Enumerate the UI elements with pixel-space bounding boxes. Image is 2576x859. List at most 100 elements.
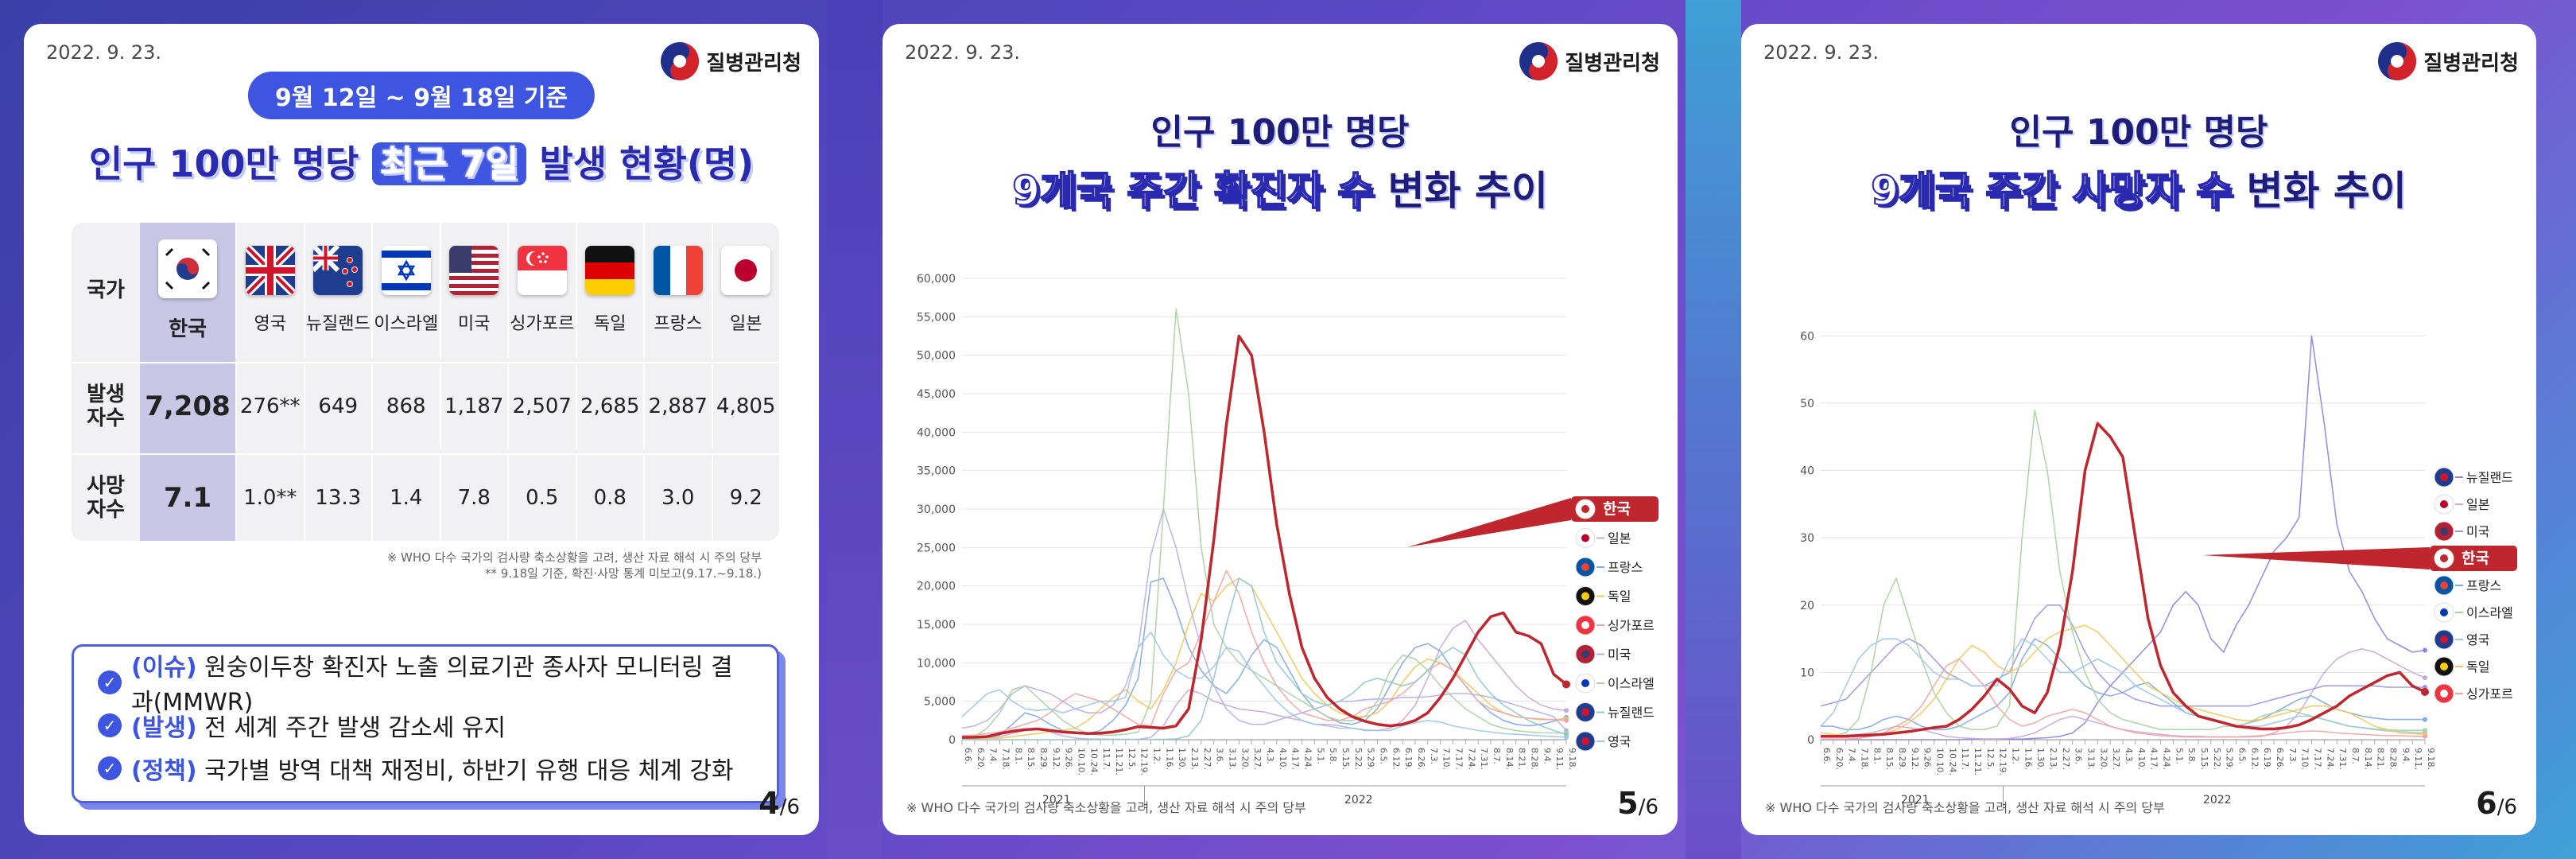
x-tick-label: 4.24. bbox=[1303, 748, 1313, 770]
legend-label: 한국 bbox=[1603, 500, 1631, 518]
cases-value: 868 bbox=[371, 363, 440, 449]
x-tick-label: 9.26. bbox=[1922, 748, 1933, 770]
legend-item: 영국 bbox=[2434, 629, 2489, 650]
period-pill: 9월 12일 ~ 9월 18일 기준 bbox=[247, 72, 596, 119]
deaths-value: 0.8 bbox=[575, 455, 644, 541]
legend-flag-mark bbox=[2440, 527, 2448, 535]
legend-label: 한국 bbox=[2462, 550, 2489, 567]
series-line-한국 bbox=[1821, 422, 2426, 738]
legend-item: 싱가포르 bbox=[1575, 615, 1655, 636]
legend-label: 일본 bbox=[2466, 497, 2489, 512]
y-tick-label: 50,000 bbox=[917, 350, 956, 363]
row-label-cases: 발생 자수 bbox=[87, 383, 125, 430]
x-tick-label: 10.10. bbox=[1077, 748, 1087, 775]
cases-korea: 7,208 bbox=[145, 391, 231, 422]
france-flag-icon bbox=[653, 246, 703, 295]
korea-flag-icon bbox=[158, 239, 217, 298]
legend-label: 이스라엘 bbox=[1608, 676, 1655, 691]
date-label: 2022. 9. 23. bbox=[905, 41, 1021, 64]
legend-flag-mark bbox=[1581, 592, 1589, 601]
y-tick-label: 0 bbox=[1807, 734, 1814, 747]
series-end-point bbox=[2423, 647, 2427, 653]
x-tick-label: 7.31. bbox=[1479, 748, 1489, 770]
series-end-point bbox=[2423, 733, 2427, 739]
col-singapore: 싱가포르 bbox=[507, 223, 576, 358]
x-tick-label: 5.22. bbox=[2212, 748, 2222, 770]
x-tick-label: 7.17. bbox=[1454, 748, 1465, 770]
issue-item: ✓ (정책) 국가별 방역 대책 재정비, 하반기 유행 대응 체계 강화 bbox=[98, 747, 753, 790]
page-current: 6 bbox=[2476, 786, 2497, 821]
slide-6: 2022. 9. 23. 질병관리청 인구 100만 명당 9개국 주간 사망자… bbox=[1741, 24, 2536, 835]
x-tick-label: 3.13. bbox=[2086, 748, 2097, 770]
slide-title: 인구 100만 명당 9개국 주간 확진자 수 변화 추이 bbox=[883, 103, 1678, 216]
x-tick-label: 5.22. bbox=[1353, 748, 1364, 770]
check-icon: ✓ bbox=[98, 713, 122, 737]
x-tick-label: 7.10. bbox=[2300, 748, 2310, 770]
title-strong: 9개국 주간 사망자 수 bbox=[1870, 167, 2233, 215]
legend-flag-mark bbox=[1581, 650, 1589, 659]
slide-title: 인구 100만 명당 9개국 주간 사망자 수 변화 추이 bbox=[1741, 103, 2536, 216]
x-tick-label: 9.11. bbox=[1554, 748, 1565, 770]
legend-flag-mark bbox=[1581, 563, 1589, 571]
footnote-who: ※ WHO 다수 국가의 검사량 축소상황을 고려, 생산 자료 해석 시 주의… bbox=[906, 800, 1306, 815]
issue-text: 국가별 방역 대책 재정비, 하반기 유행 대응 체계 강화 bbox=[196, 757, 734, 785]
deaths-value: 1.0** bbox=[235, 455, 304, 541]
page-total: /6 bbox=[779, 795, 800, 819]
date-label: 2022. 9. 23. bbox=[1763, 41, 1880, 64]
country-name: 독일 bbox=[594, 314, 627, 334]
x-tick-label: 7.24. bbox=[2325, 748, 2335, 770]
usa-flag-icon bbox=[449, 246, 499, 295]
x-tick-label: 8.7. bbox=[2350, 748, 2361, 764]
taegeuk-icon bbox=[661, 42, 700, 80]
series-line-프랑스 bbox=[961, 577, 1567, 738]
series-end-point bbox=[1562, 680, 1570, 689]
legend-item: 독일 bbox=[2434, 656, 2489, 677]
x-tick-label: 8.29. bbox=[1038, 748, 1049, 770]
x-tick-label: 1.30. bbox=[2035, 748, 2046, 770]
x-tick-label: 1.2. bbox=[2011, 748, 2021, 764]
x-tick-label: 10.24. bbox=[1947, 748, 1957, 775]
kdca-logo: 질병관리청 bbox=[660, 41, 801, 81]
deaths-value: 13.3 bbox=[303, 455, 372, 541]
y-tick-label: 25,000 bbox=[917, 542, 956, 554]
x-tick-label: 4.3. bbox=[2124, 748, 2134, 764]
title-line1: 인구 100만 명당 bbox=[1150, 112, 1410, 153]
weekly-deaths-chart: 0 10 20 30 40 50 60 6.6. 6.20. 7.4. 7.18. 8.1. 8.15.… bbox=[1800, 330, 2517, 810]
new-zealand-flag-icon bbox=[313, 246, 363, 295]
logo-text: 질병관리청 bbox=[1565, 51, 1660, 76]
check-icon: ✓ bbox=[98, 670, 122, 694]
issue-tag: (발생) bbox=[131, 714, 197, 742]
legend-flag-mark bbox=[1581, 534, 1589, 542]
row-label-deaths: 사망 자수 bbox=[87, 474, 125, 522]
x-tick-label: 4.17. bbox=[2149, 748, 2159, 770]
country-name: 싱가포르 bbox=[510, 314, 575, 334]
x-tick-label: 11.21. bbox=[1973, 748, 1983, 775]
country-name: 미국 bbox=[458, 314, 491, 334]
deaths-korea: 7.1 bbox=[163, 482, 212, 514]
col-korea: 한국 bbox=[140, 223, 235, 358]
series-end-point bbox=[1564, 717, 1569, 723]
slide-4: 2022. 9. 23. 질병관리청 9월 12일 ~ 9월 18일 기준 인구… bbox=[24, 24, 819, 835]
x-tick-label: 8.21. bbox=[2376, 748, 2386, 770]
x-tick-label: 3.13. bbox=[1228, 748, 1238, 770]
legend-item: 영국 bbox=[1575, 731, 1631, 752]
x-tick-label: 8.7. bbox=[1492, 748, 1502, 764]
col-usa: 미국 bbox=[439, 223, 508, 358]
legend-flag-mark bbox=[2440, 500, 2448, 508]
x-tick-label: 11.7. bbox=[1960, 748, 1970, 770]
legend-label: 프랑스 bbox=[1608, 560, 1643, 575]
x-tick-label: 9.12. bbox=[1051, 748, 1061, 770]
x-tick-label: 4.10. bbox=[2136, 748, 2147, 770]
x-tick-label: 7.18. bbox=[1860, 748, 1870, 770]
cases-value: 4,805 bbox=[711, 363, 780, 449]
cases-value: 2,887 bbox=[643, 363, 712, 449]
taegeuk-icon bbox=[1519, 42, 1558, 80]
x-tick-label: 9.18. bbox=[1567, 748, 1577, 770]
x-tick-label: 8.21. bbox=[1517, 748, 1527, 770]
x-tick-label: 1.30. bbox=[1177, 748, 1187, 770]
x-tick-label: 3.20. bbox=[1240, 748, 1250, 770]
issue-item: ✓ (발생) 전 세계 주간 발생 감소세 유지 bbox=[98, 704, 753, 747]
legend-flag-mark bbox=[2440, 663, 2448, 670]
cases-value: 1,187 bbox=[439, 363, 508, 449]
x-tick-label: 8.14. bbox=[1504, 748, 1515, 770]
